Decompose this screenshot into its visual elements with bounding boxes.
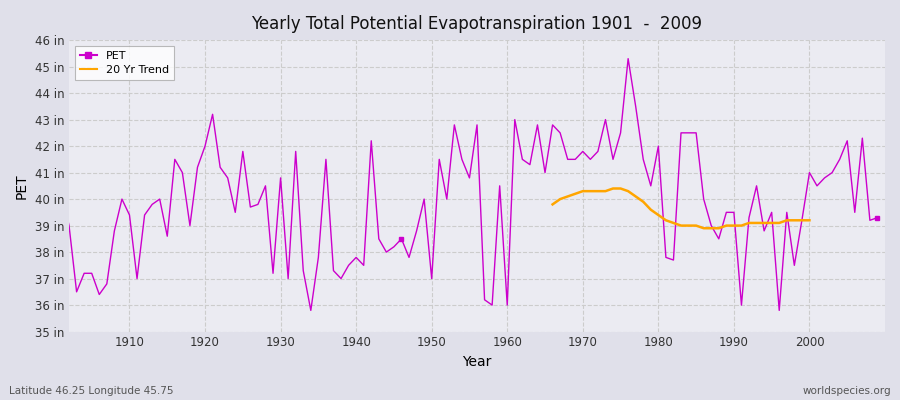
X-axis label: Year: Year xyxy=(463,355,491,369)
Y-axis label: PET: PET xyxy=(15,173,29,199)
Legend: PET, 20 Yr Trend: PET, 20 Yr Trend xyxy=(75,46,175,80)
Text: worldspecies.org: worldspecies.org xyxy=(803,386,891,396)
Title: Yearly Total Potential Evapotranspiration 1901  -  2009: Yearly Total Potential Evapotranspiratio… xyxy=(251,15,703,33)
Text: Latitude 46.25 Longitude 45.75: Latitude 46.25 Longitude 45.75 xyxy=(9,386,174,396)
